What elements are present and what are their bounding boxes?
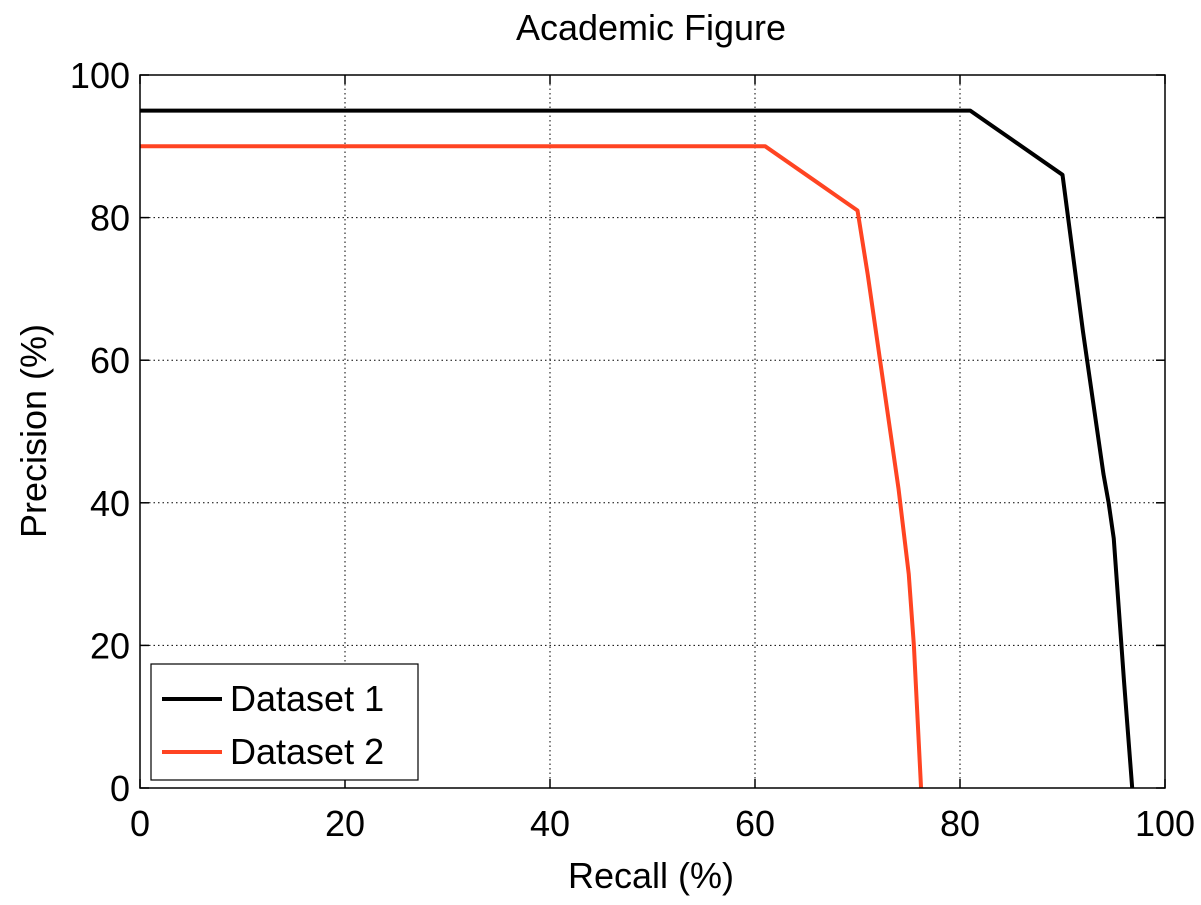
y-tick-label: 0 <box>110 768 130 809</box>
y-tick-label: 60 <box>90 340 130 381</box>
x-axis-label: Recall (%) <box>568 855 734 896</box>
y-tick-label: 40 <box>90 483 130 524</box>
legend: Dataset 1 Dataset 2 <box>150 663 419 781</box>
y-tick-label: 20 <box>90 625 130 666</box>
series-line-dataset-2 <box>140 144 924 789</box>
x-tick-label: 100 <box>1135 803 1195 844</box>
x-tick-label: 20 <box>325 803 365 844</box>
plot-frame <box>139 74 1166 789</box>
tick-layer: 0 20 40 60 80 100 0 20 40 60 80 100 <box>70 55 1195 844</box>
x-tick-label: 0 <box>130 803 150 844</box>
y-tick-label: 100 <box>70 55 130 96</box>
legend-label-dataset-1: Dataset 1 <box>230 678 384 719</box>
series-layer <box>140 108 1135 789</box>
chart-title: Academic Figure <box>516 7 786 48</box>
y-axis-label: Precision (%) <box>13 324 54 538</box>
y-tick-label: 80 <box>90 198 130 239</box>
legend-box <box>150 663 419 781</box>
x-tick-label: 60 <box>735 803 775 844</box>
series-line-dataset-1 <box>140 108 1135 789</box>
x-tick-label: 40 <box>530 803 570 844</box>
legend-label-dataset-2: Dataset 2 <box>230 731 384 772</box>
x-tick-label: 80 <box>940 803 980 844</box>
